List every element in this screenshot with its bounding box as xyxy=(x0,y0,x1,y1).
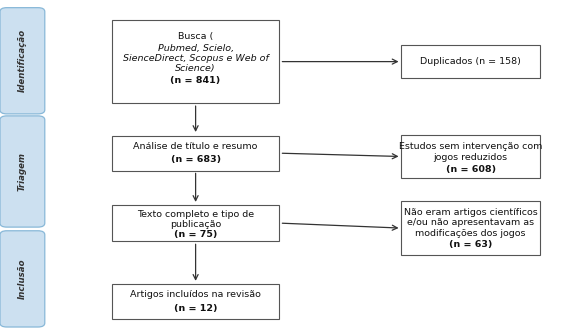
Text: Triagem: Triagem xyxy=(18,152,27,191)
Text: (n = 608): (n = 608) xyxy=(446,165,496,174)
Text: e/ou não apresentavam as: e/ou não apresentavam as xyxy=(407,218,534,227)
Text: (n = 683): (n = 683) xyxy=(171,155,221,165)
Text: Texto completo e tipo de: Texto completo e tipo de xyxy=(137,210,254,219)
Text: jogos reduzidos: jogos reduzidos xyxy=(434,153,507,162)
FancyBboxPatch shape xyxy=(112,205,279,241)
Text: Análise de título e resumo: Análise de título e resumo xyxy=(133,142,258,151)
Text: Não eram artigos científicos: Não eram artigos científicos xyxy=(404,207,538,217)
Text: Identificação: Identificação xyxy=(18,29,27,92)
FancyBboxPatch shape xyxy=(401,201,540,255)
Text: Estudos sem intervenção com: Estudos sem intervenção com xyxy=(399,142,542,151)
FancyBboxPatch shape xyxy=(112,136,279,170)
FancyBboxPatch shape xyxy=(0,231,45,327)
FancyBboxPatch shape xyxy=(401,45,540,78)
FancyBboxPatch shape xyxy=(0,8,45,114)
FancyBboxPatch shape xyxy=(112,284,279,319)
Text: modificações dos jogos: modificações dos jogos xyxy=(416,229,526,238)
FancyBboxPatch shape xyxy=(112,20,279,103)
Text: Busca (: Busca ( xyxy=(178,32,213,41)
Text: (n = 75): (n = 75) xyxy=(174,229,217,239)
Text: Science): Science) xyxy=(175,64,216,74)
Text: SienceDirect, Scopus e Web of: SienceDirect, Scopus e Web of xyxy=(122,54,269,63)
Text: Pubmed, Scielo,: Pubmed, Scielo, xyxy=(158,44,234,53)
FancyBboxPatch shape xyxy=(0,116,45,227)
Text: publicação: publicação xyxy=(170,219,221,229)
Text: (n = 12): (n = 12) xyxy=(174,303,217,313)
Text: Duplicados (n = 158): Duplicados (n = 158) xyxy=(420,57,521,66)
Text: Inclusão: Inclusão xyxy=(18,259,27,299)
FancyBboxPatch shape xyxy=(401,135,540,178)
Text: (n = 63): (n = 63) xyxy=(449,240,492,249)
Text: Artigos incluídos na revisão: Artigos incluídos na revisão xyxy=(130,290,261,299)
Text: (n = 841): (n = 841) xyxy=(171,76,221,86)
